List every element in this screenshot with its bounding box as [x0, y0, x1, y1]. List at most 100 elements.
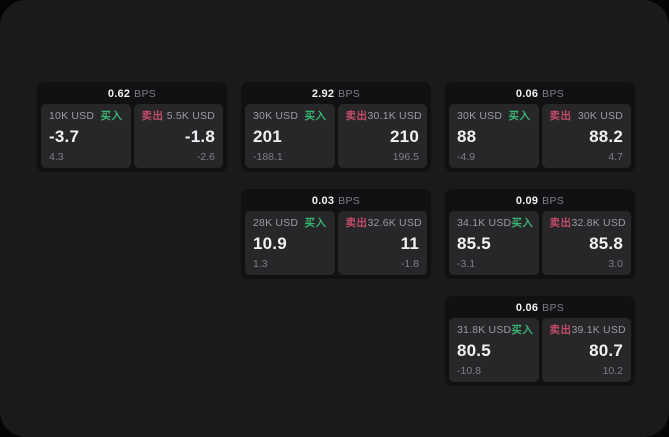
- quote-card: 0.06 BPS 31.8K USD 买入 80.5 -10.8 卖出 39.1…: [445, 296, 635, 386]
- buy-amount: 31.8K USD: [457, 324, 512, 336]
- buy-quote-top: 31.8K USD 买入: [457, 324, 534, 336]
- spread-value: 0.03: [311, 194, 335, 207]
- sell-label: 卖出: [345, 217, 368, 229]
- spread-value: 0.09: [515, 194, 539, 207]
- sell-quote[interactable]: 卖出 30K USD 88.2 4.7: [541, 104, 631, 168]
- sell-price: -1.8: [184, 127, 215, 146]
- quote-card: 0.09 BPS 34.1K USD 买入 85.5 -3.1 卖出 32.8K…: [445, 189, 635, 279]
- bps-label: BPS: [338, 194, 361, 207]
- buy-amount: 30K USD: [253, 110, 299, 122]
- quote-card: 0.03 BPS 28K USD 买入 10.9 1.3 卖出 32.6K US…: [241, 189, 431, 279]
- sell-quote[interactable]: 卖出 5.5K USD -1.8 -2.6: [133, 104, 223, 168]
- sell-quote-top: 卖出 32.6K USD: [345, 217, 422, 229]
- quote-sides: 34.1K USD 买入 85.5 -3.1 卖出 32.8K USD 85.8…: [449, 211, 631, 275]
- sell-quote[interactable]: 卖出 39.1K USD 80.7 10.2: [541, 318, 631, 382]
- buy-amount: 30K USD: [457, 110, 503, 122]
- buy-quote[interactable]: 10K USD 买入 -3.7 4.3: [41, 104, 131, 168]
- sell-amount: 5.5K USD: [166, 110, 215, 122]
- buy-label: 买入: [508, 110, 531, 122]
- buy-price: 80.5: [457, 341, 491, 360]
- buy-label: 买入: [304, 110, 327, 122]
- quote-card: 0.62 BPS 10K USD 买入 -3.7 4.3 卖出 5.5K USD…: [37, 82, 227, 172]
- sell-quote-top: 卖出 30.1K USD: [346, 110, 422, 122]
- spread-header: 0.06 BPS: [445, 82, 635, 102]
- bps-label: BPS: [134, 87, 157, 100]
- sell-price: 88.2: [589, 127, 623, 146]
- buy-quote-top: 10K USD 买入: [49, 111, 123, 122]
- buy-quote[interactable]: 34.1K USD 买入 85.5 -3.1: [449, 211, 539, 275]
- buy-change: -4.9: [457, 150, 476, 163]
- buy-change: 1.3: [253, 257, 268, 270]
- sell-price: 85.8: [589, 234, 623, 253]
- buy-quote-top: 30K USD 买入: [253, 111, 327, 122]
- buy-price: 10.9: [253, 234, 287, 253]
- buy-label: 买入: [511, 217, 534, 229]
- spread-value: 2.92: [311, 87, 335, 100]
- sell-amount: 39.1K USD: [571, 324, 626, 336]
- bps-label: BPS: [338, 87, 361, 100]
- sell-change: 196.5: [392, 150, 419, 163]
- quote-card: 0.06 BPS 30K USD 买入 88 -4.9 卖出 30K USD 8…: [445, 82, 635, 172]
- buy-change: -3.1: [457, 257, 476, 270]
- buy-label: 买入: [304, 217, 327, 229]
- buy-quote-top: 30K USD 买入: [457, 111, 531, 122]
- buy-quote[interactable]: 28K USD 买入 10.9 1.3: [245, 211, 335, 275]
- buy-quote-top: 28K USD 买入: [253, 218, 327, 229]
- sell-change: 4.7: [608, 150, 623, 163]
- spread-header: 0.06 BPS: [445, 296, 635, 316]
- sell-quote-top: 卖出 39.1K USD: [549, 324, 626, 336]
- sell-quote-top: 卖出 5.5K USD: [142, 111, 216, 122]
- spread-header: 0.09 BPS: [445, 189, 635, 209]
- buy-quote[interactable]: 31.8K USD 买入 80.5 -10.8: [449, 318, 539, 382]
- sell-amount: 30K USD: [577, 110, 623, 122]
- sell-price: 210: [390, 127, 419, 146]
- sell-quote-top: 卖出 30K USD: [550, 111, 624, 122]
- sell-label: 卖出: [549, 324, 572, 336]
- buy-price: 88: [457, 127, 477, 146]
- spread-header: 0.62 BPS: [37, 82, 227, 102]
- sell-quote[interactable]: 卖出 32.6K USD 11 -1.8: [337, 211, 427, 275]
- sell-label: 卖出: [549, 217, 572, 229]
- quote-card: 2.92 BPS 30K USD 买入 201 -188.1 卖出 30.1K …: [241, 82, 431, 172]
- sell-change: 10.2: [602, 364, 623, 377]
- quote-sides: 30K USD 买入 88 -4.9 卖出 30K USD 88.2 4.7: [449, 104, 631, 168]
- buy-change: -10.8: [457, 364, 481, 377]
- buy-quote-top: 34.1K USD 买入: [457, 217, 534, 229]
- bps-label: BPS: [542, 301, 565, 314]
- sell-label: 卖出: [549, 110, 572, 122]
- spread-header: 2.92 BPS: [241, 82, 431, 102]
- spread-value: 0.62: [107, 87, 131, 100]
- buy-price: -3.7: [49, 127, 80, 146]
- sell-label: 卖出: [141, 110, 164, 122]
- spread-value: 0.06: [515, 301, 539, 314]
- sell-change: -2.6: [196, 150, 215, 163]
- buy-quote[interactable]: 30K USD 买入 201 -188.1: [245, 104, 335, 168]
- sell-change: -1.8: [400, 257, 419, 270]
- buy-label: 买入: [100, 110, 123, 122]
- buy-amount: 34.1K USD: [457, 217, 512, 229]
- buy-amount: 28K USD: [253, 217, 299, 229]
- quote-sides: 30K USD 买入 201 -188.1 卖出 30.1K USD 210 1…: [245, 104, 427, 168]
- spread-value: 0.06: [515, 87, 539, 100]
- sell-quote[interactable]: 卖出 32.8K USD 85.8 3.0: [541, 211, 631, 275]
- sell-price: 80.7: [589, 341, 623, 360]
- quote-sides: 31.8K USD 买入 80.5 -10.8 卖出 39.1K USD 80.…: [449, 318, 631, 382]
- buy-price: 201: [253, 127, 282, 146]
- bps-label: BPS: [542, 87, 565, 100]
- buy-change: 4.3: [49, 150, 64, 163]
- buy-quote[interactable]: 30K USD 买入 88 -4.9: [449, 104, 539, 168]
- quote-sides: 28K USD 买入 10.9 1.3 卖出 32.6K USD 11 -1.8: [245, 211, 427, 275]
- spread-header: 0.03 BPS: [241, 189, 431, 209]
- sell-quote[interactable]: 卖出 30.1K USD 210 196.5: [337, 104, 427, 168]
- sell-amount: 32.6K USD: [367, 217, 422, 229]
- buy-price: 85.5: [457, 234, 491, 253]
- buy-label: 买入: [511, 324, 534, 336]
- sell-amount: 30.1K USD: [367, 110, 422, 122]
- quote-sides: 10K USD 买入 -3.7 4.3 卖出 5.5K USD -1.8 -2.…: [41, 104, 223, 168]
- sell-quote-top: 卖出 32.8K USD: [549, 217, 626, 229]
- sell-price: 11: [400, 234, 419, 253]
- buy-change: -188.1: [253, 150, 283, 163]
- bps-label: BPS: [542, 194, 565, 207]
- sell-amount: 32.8K USD: [571, 217, 626, 229]
